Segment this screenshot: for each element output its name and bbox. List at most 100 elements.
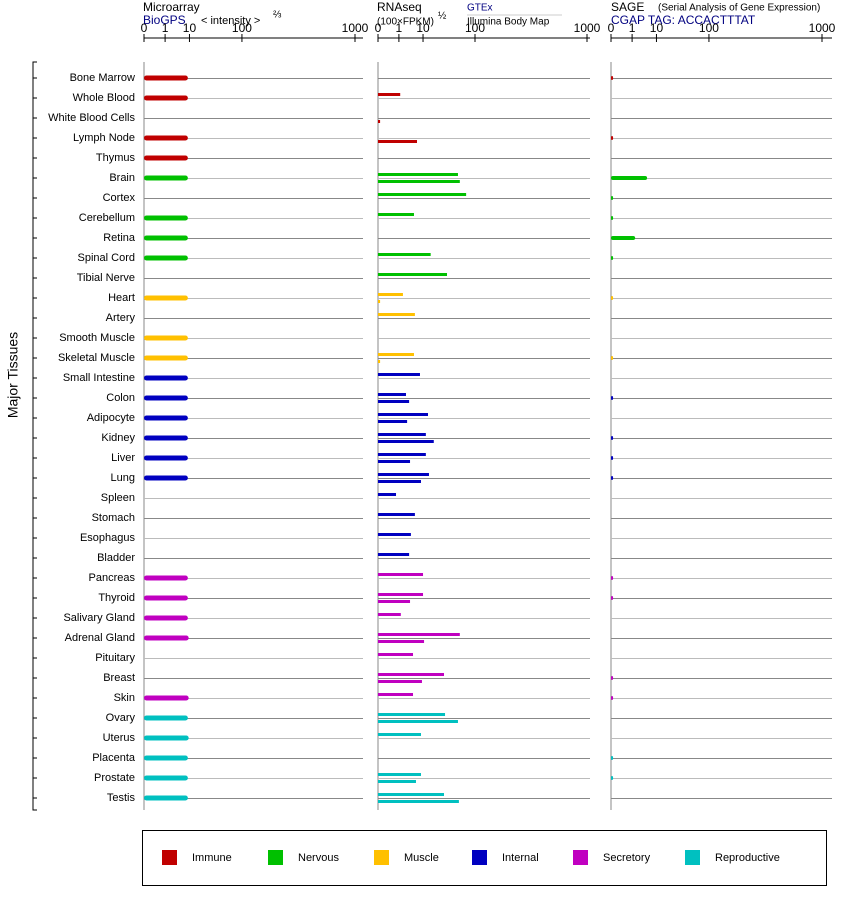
bar — [144, 155, 188, 161]
bar — [378, 533, 411, 536]
bar — [378, 480, 421, 483]
series-name: Illumina Body Map — [467, 17, 550, 28]
bar — [144, 255, 188, 261]
bar — [378, 800, 459, 803]
bar — [611, 596, 614, 600]
bar — [378, 453, 426, 456]
tissue-label: Pituitary — [95, 652, 135, 664]
tissue-label: Artery — [106, 312, 136, 324]
bar — [144, 75, 188, 81]
tissue-label: Esophagus — [80, 532, 136, 544]
bar — [378, 400, 410, 403]
axis-exponent: ⅔ — [273, 10, 282, 21]
x-tick-label: 10 — [416, 21, 430, 35]
tissue-label: Lymph Node — [73, 132, 135, 144]
bar — [378, 693, 414, 696]
bar — [378, 433, 426, 436]
bar — [378, 673, 445, 676]
x-tick-label: 0 — [375, 21, 382, 35]
x-tick-label: 0 — [608, 21, 615, 35]
tissue-label: Bone Marrow — [70, 72, 135, 84]
bar — [378, 393, 406, 396]
tissue-label: Stomach — [92, 512, 135, 524]
tissue-label: Spleen — [101, 492, 135, 504]
x-tick-label: 100 — [465, 21, 485, 35]
tissue-label: Skeletal Muscle — [58, 352, 135, 364]
y-axis-label: Major Tissues — [5, 332, 21, 418]
bar — [378, 413, 429, 416]
tissue-label: White Blood Cells — [48, 112, 135, 124]
tissue-label: Testis — [107, 792, 136, 804]
bar — [378, 573, 424, 576]
bar — [378, 300, 381, 303]
tissue-label: Adrenal Gland — [65, 632, 135, 644]
bar — [144, 335, 188, 341]
tissue-label: Retina — [103, 232, 136, 244]
bar — [611, 676, 614, 680]
x-tick-label: 10 — [183, 21, 197, 35]
bar — [144, 735, 189, 741]
bar — [378, 553, 410, 556]
series-name: BioGPS — [143, 13, 186, 27]
bar — [378, 600, 411, 603]
tissue-label: Ovary — [106, 712, 136, 724]
panel-title: Microarray — [143, 0, 200, 14]
bar — [144, 575, 188, 581]
legend-swatch — [685, 850, 700, 865]
x-tick-label: 100 — [699, 21, 719, 35]
tissue-label: Whole Blood — [73, 92, 135, 104]
bar — [144, 355, 188, 361]
tissue-label: Uterus — [103, 732, 136, 744]
bar — [378, 360, 381, 363]
tissue-label: Small Intestine — [63, 372, 135, 384]
tissue-label: Cerebellum — [79, 212, 135, 224]
bar — [144, 435, 188, 441]
legend-swatch — [268, 850, 283, 865]
bar — [611, 76, 614, 80]
tissue-label: Salivary Gland — [63, 612, 135, 624]
x-tick-label: 1 — [162, 21, 169, 35]
bar — [611, 756, 614, 760]
tissue-label: Placenta — [92, 752, 136, 764]
bar — [611, 296, 614, 300]
bar — [611, 776, 614, 780]
x-tick-label: 1000 — [809, 21, 836, 35]
bar — [611, 576, 614, 580]
bar — [378, 773, 421, 776]
tissue-label: Thyroid — [98, 592, 135, 604]
bar — [378, 293, 403, 296]
series-name: CGAP TAG: ACCACTTTAT — [611, 13, 756, 27]
panel-title: SAGE — [611, 0, 644, 14]
x-tick-label: 1 — [396, 21, 403, 35]
bar — [144, 295, 188, 301]
bar — [378, 420, 408, 423]
bar — [378, 720, 458, 723]
tissue-label: Brain — [109, 172, 135, 184]
bar — [144, 235, 188, 241]
tissue-label: Thymus — [96, 152, 136, 164]
x-tick-label: 1 — [629, 21, 636, 35]
bar — [144, 795, 188, 801]
bar — [378, 313, 415, 316]
bar — [378, 440, 434, 443]
tissue-label: Tibial Nerve — [77, 272, 135, 284]
tissue-label: Smooth Muscle — [59, 332, 135, 344]
legend-label: Reproductive — [715, 852, 780, 864]
bar — [378, 120, 381, 123]
tissue-label: Breast — [103, 672, 135, 684]
tissue-label: Liver — [111, 452, 135, 464]
bar — [611, 216, 614, 220]
bar — [611, 176, 648, 180]
bar — [378, 213, 414, 216]
bar — [611, 136, 614, 140]
legend-label: Muscle — [404, 852, 439, 864]
legend-swatch — [472, 850, 487, 865]
bar — [144, 615, 188, 621]
axis-exponent: ½ — [438, 11, 447, 22]
bar — [144, 415, 188, 421]
bar — [378, 780, 416, 783]
tissue-label: Lung — [111, 472, 135, 484]
bar — [378, 180, 460, 183]
bar — [611, 696, 614, 700]
bar — [144, 455, 188, 461]
